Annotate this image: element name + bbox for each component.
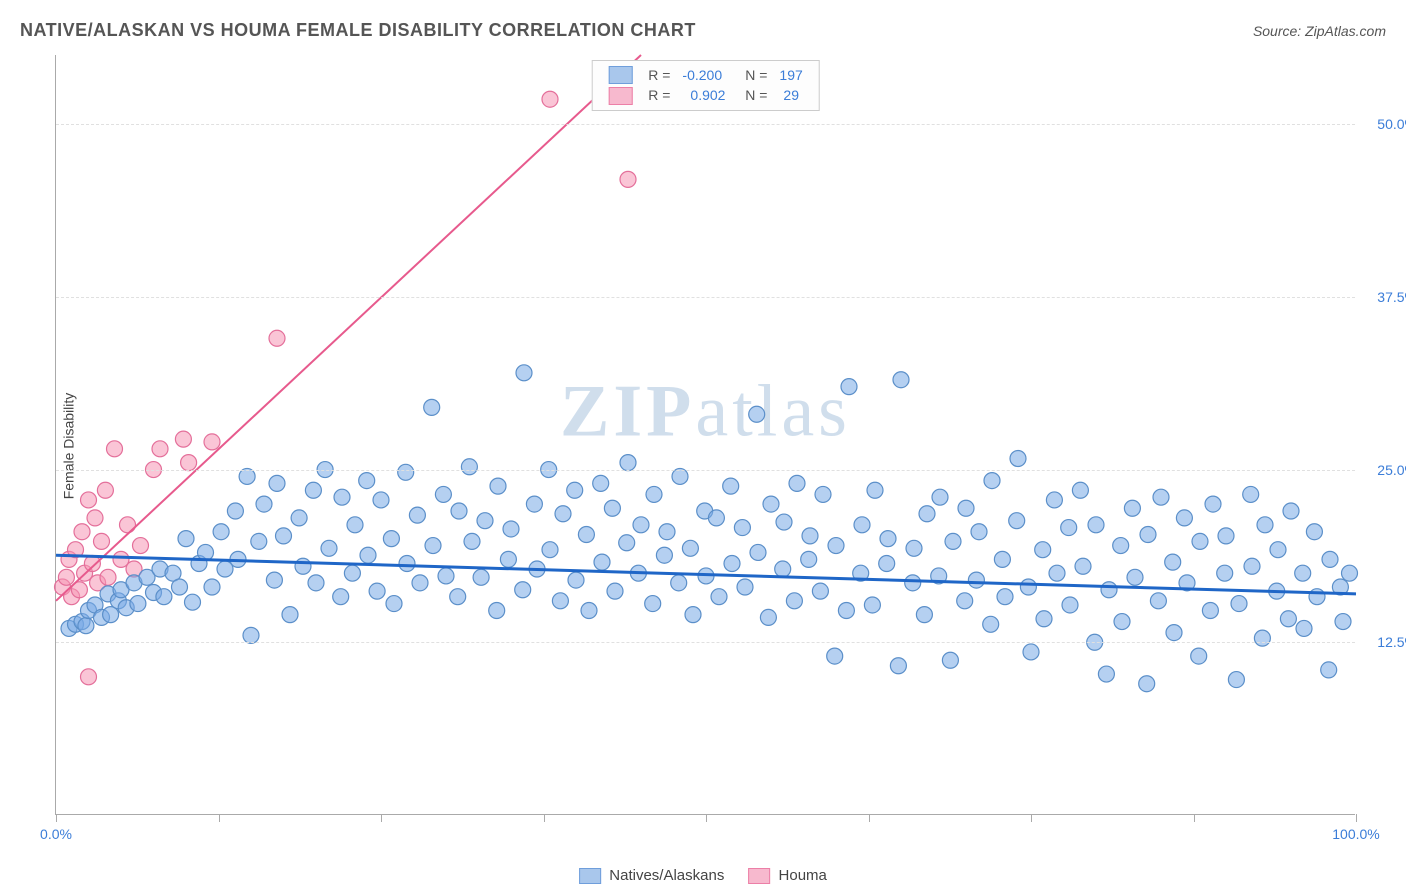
chart-title: NATIVE/ALASKAN VS HOUMA FEMALE DISABILIT… (20, 20, 696, 41)
correlation-legend: R = -0.200 N = 197 R = 0.902 N = 29 (591, 60, 820, 111)
chart-area: ZIPatlas R = -0.200 N = 197 R = 0.902 N … (55, 55, 1355, 815)
y-tick-label: 50.0% (1362, 116, 1406, 132)
source-label: Source: ZipAtlas.com (1253, 23, 1386, 39)
y-tick-label: 12.5% (1362, 634, 1406, 650)
legend-swatch-blue-icon (579, 868, 601, 884)
bottom-legend: Natives/Alaskans Houma (579, 867, 827, 884)
legend-swatch-blue (608, 66, 632, 84)
legend-swatch-pink (608, 87, 632, 105)
legend-label-pink: Houma (779, 867, 827, 884)
y-tick-label: 25.0% (1362, 462, 1406, 478)
plot-svg (56, 55, 1355, 814)
x-tick-label: 100.0% (1332, 826, 1379, 842)
legend-swatch-pink-icon (748, 868, 770, 884)
x-tick-label: 0.0% (40, 826, 72, 842)
y-tick-label: 37.5% (1362, 289, 1406, 305)
legend-label-blue: Natives/Alaskans (609, 867, 724, 884)
